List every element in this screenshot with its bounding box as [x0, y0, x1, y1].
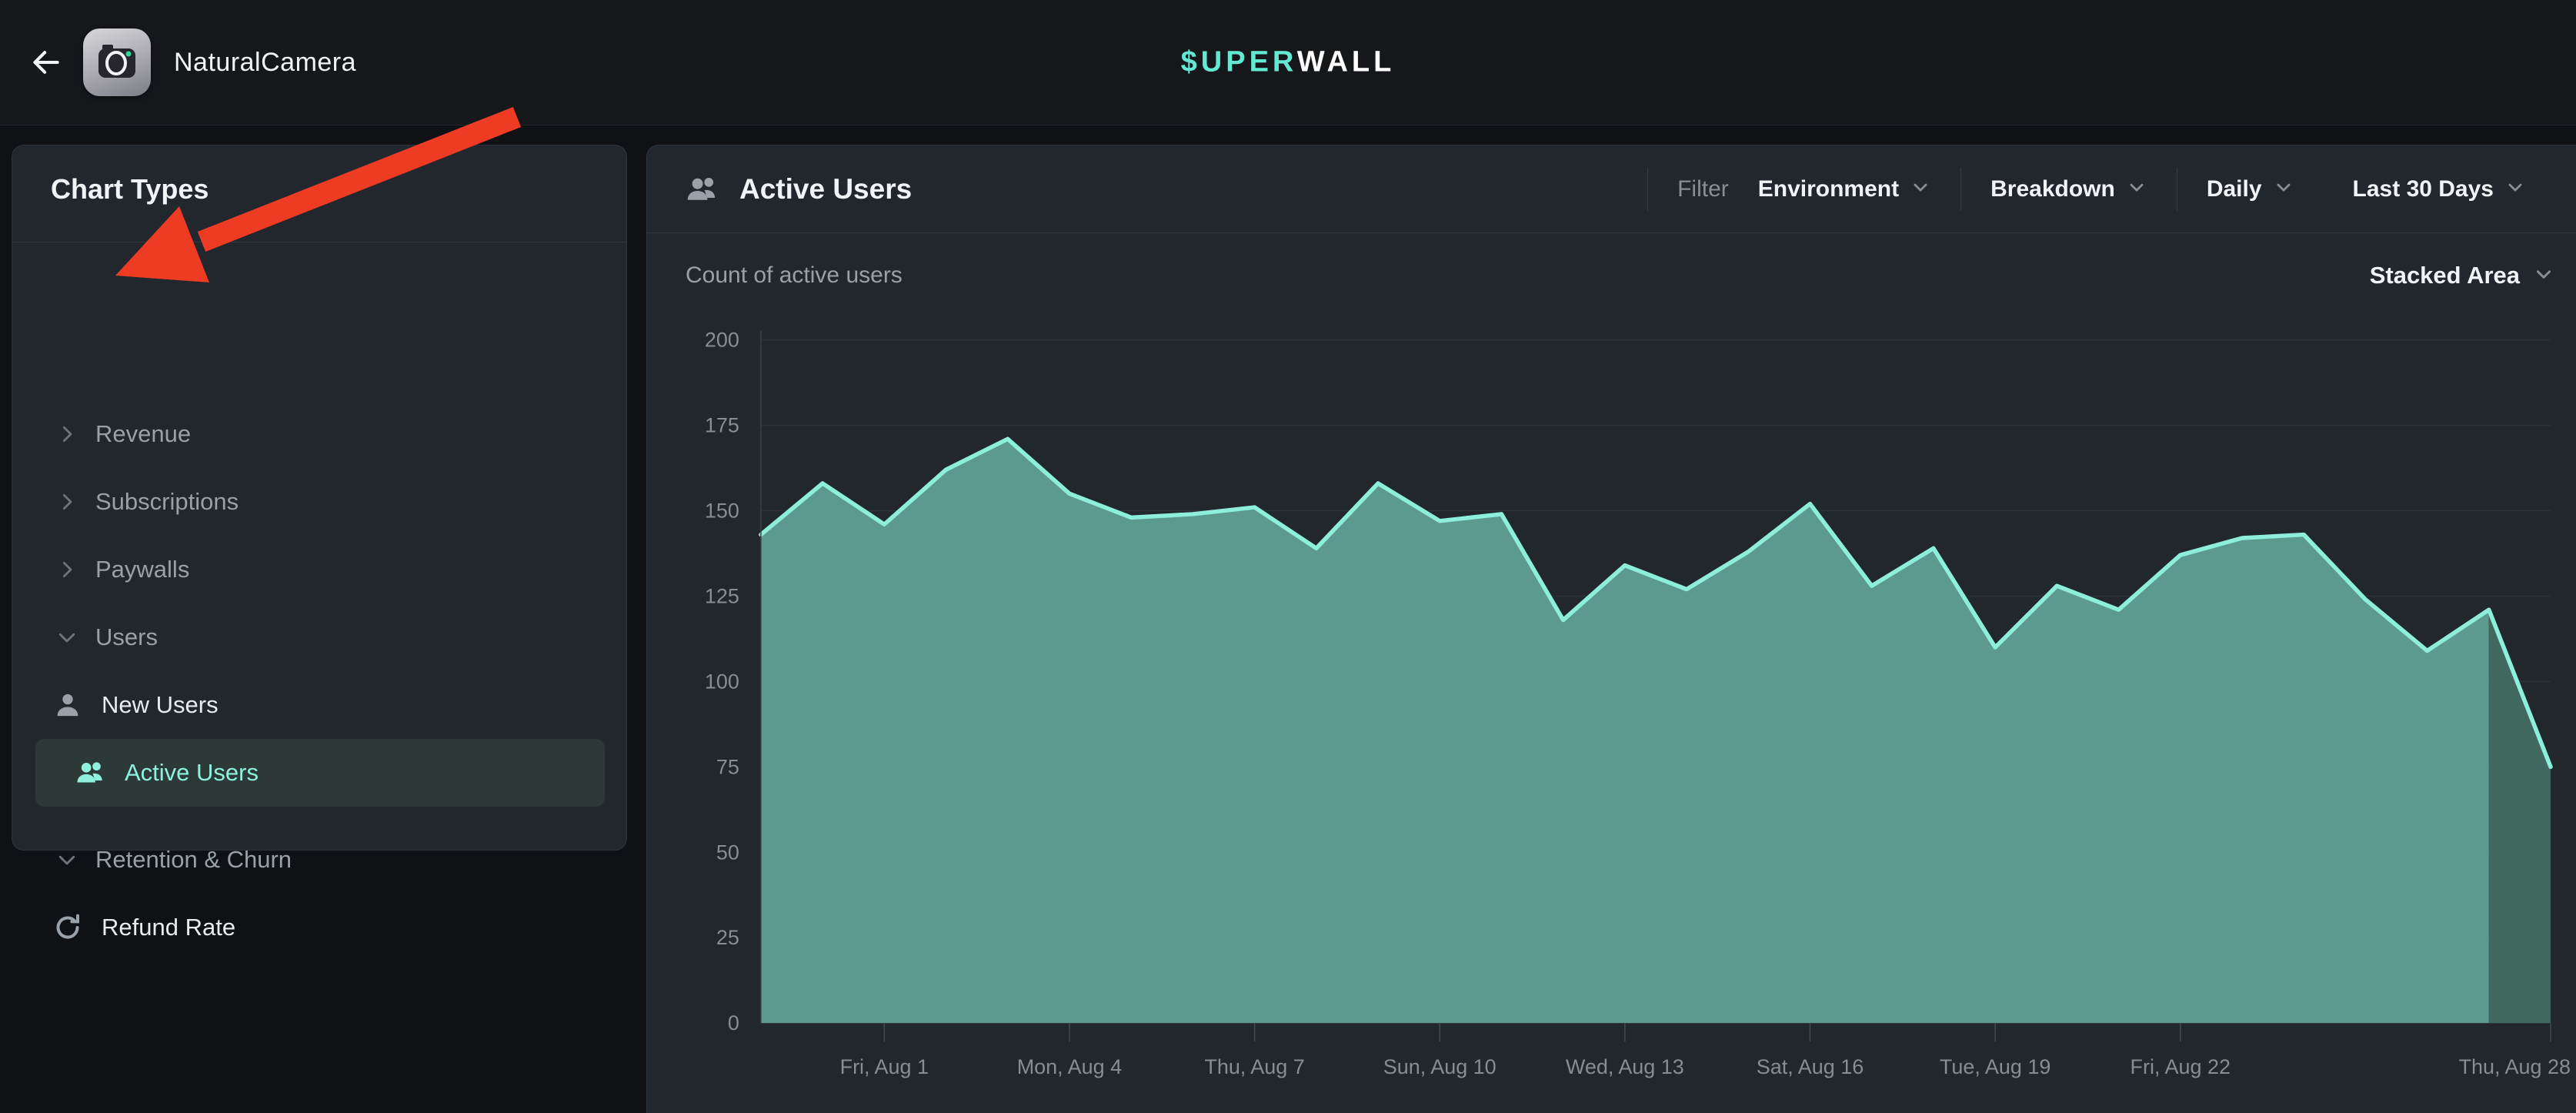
environment-dropdown[interactable]: Environment: [1729, 176, 1960, 202]
chart-panel-header: Active Users Filter Environment Breakdown D…: [647, 145, 2576, 233]
users-icon: [75, 757, 106, 788]
sidebar-item-label: Subscriptions: [95, 488, 239, 515]
svg-text:25: 25: [716, 926, 739, 949]
chevron-down-icon: [2504, 176, 2526, 202]
chevron-right-icon: [55, 558, 78, 581]
control-divider: [1960, 167, 1962, 211]
chevron-down-icon: [55, 626, 78, 649]
svg-text:Wed, Aug 13: Wed, Aug 13: [1566, 1055, 1684, 1078]
chevron-down-icon: [55, 848, 78, 871]
user-icon: [52, 690, 83, 720]
back-button[interactable]: [23, 39, 69, 85]
app-icon-camera: [83, 28, 151, 96]
refresh-icon: [52, 912, 83, 943]
sidebar-item-refund-rate[interactable]: Refund Rate: [12, 894, 626, 961]
camera-icon: [98, 45, 135, 78]
sidebar-item-subscriptions[interactable]: Subscriptions: [12, 468, 626, 536]
dropdown-value: Environment: [1757, 175, 1900, 202]
chart-title: Active Users: [739, 172, 913, 205]
chevron-down-icon: [2532, 262, 2555, 289]
chevron-right-icon: [55, 490, 78, 513]
filter-label: Filter: [1677, 175, 1729, 202]
svg-text:150: 150: [705, 499, 739, 522]
last-30-days-dropdown[interactable]: Last 30 Days: [2324, 176, 2555, 202]
sidebar-item-label: Users: [95, 623, 158, 650]
sidebar-item-new-users[interactable]: New Users: [12, 671, 626, 739]
sidebar-item-label: Refund Rate: [102, 914, 236, 941]
sidebar-item-users[interactable]: Users: [12, 603, 626, 671]
breakdown-dropdown[interactable]: Breakdown: [1961, 176, 2177, 202]
control-divider: [1647, 167, 1649, 211]
dropdown-value: Breakdown: [1990, 175, 2115, 202]
logo-teal-part: $UPER: [1180, 45, 1297, 79]
top-bar: NaturalCamera $UPERWALL: [0, 0, 2576, 125]
sidebar-item-label: Retention & Churn: [95, 846, 292, 873]
chevron-right-icon: [55, 423, 78, 446]
active-users-area-chart: 0 25 50 75 100 125 150 175 200 Fri, Aug 1 Mon, Aug…: [705, 329, 2571, 1078]
app-name: NaturalCamera: [174, 47, 357, 77]
dropdown-value: Daily: [2206, 175, 2262, 202]
svg-text:125: 125: [705, 584, 739, 607]
sidebar-item-label: Active Users: [125, 759, 259, 786]
svg-text:50: 50: [716, 841, 739, 864]
chart-type-dropdown[interactable]: Stacked Area: [2370, 262, 2555, 289]
svg-text:75: 75: [716, 755, 739, 778]
sidebar-item-label: Paywalls: [95, 556, 190, 583]
back-arrow-icon: [33, 51, 59, 74]
svg-text:Fri, Aug 22: Fri, Aug 22: [2131, 1055, 2231, 1078]
daily-dropdown[interactable]: Daily: [2177, 176, 2324, 202]
sidebar-item-paywalls[interactable]: Paywalls: [12, 536, 626, 603]
sidebar-item-retention-churn[interactable]: Retention & Churn: [12, 826, 626, 894]
chart-type-value: Stacked Area: [2369, 262, 2520, 289]
chart-panel: 0 25 50 75 100 125 150 175 200 Fri, Aug 1 Mon, Aug…: [646, 145, 2576, 1113]
chevron-down-icon: [2126, 176, 2147, 202]
sidebar-item-revenue[interactable]: Revenue: [12, 400, 626, 468]
chart-subheader: Count of active users Stacked Area: [647, 233, 2576, 318]
chart-subtitle: Count of active users: [686, 262, 903, 288]
svg-text:Thu, Aug 7: Thu, Aug 7: [1204, 1055, 1304, 1078]
svg-text:175: 175: [705, 414, 739, 437]
svg-text:Fri, Aug 1: Fri, Aug 1: [840, 1055, 929, 1078]
svg-text:Mon, Aug 4: Mon, Aug 4: [1017, 1055, 1122, 1078]
users-icon: [686, 172, 719, 206]
chart-controls: Filter Environment Breakdown Daily Last 30 D…: [1647, 167, 2555, 211]
chevron-down-icon: [1910, 176, 1931, 202]
svg-text:Thu, Aug 28: Thu, Aug 28: [2459, 1055, 2571, 1078]
dropdown-value: Last 30 Days: [2352, 175, 2494, 202]
svg-text:0: 0: [728, 1011, 739, 1034]
sidebar-item-active-users[interactable]: Active Users: [35, 739, 605, 807]
svg-text:Sat, Aug 16: Sat, Aug 16: [1757, 1055, 1864, 1078]
sidebar-item-label: Revenue: [95, 420, 192, 447]
sidebar-item-label: New Users: [102, 691, 219, 718]
svg-text:Tue, Aug 19: Tue, Aug 19: [1940, 1055, 2050, 1078]
svg-text:Sun, Aug 10: Sun, Aug 10: [1383, 1055, 1497, 1078]
chevron-down-icon: [2273, 176, 2294, 202]
svg-text:200: 200: [705, 329, 739, 352]
logo-white-part: WALL: [1296, 45, 1396, 79]
chart-types-sidebar: Chart Types Revenue Subscriptions Paywalls…: [12, 145, 627, 941]
superwall-logo: $UPERWALL: [1181, 46, 1396, 79]
sidebar-title: Chart Types: [51, 173, 209, 205]
svg-text:100: 100: [705, 670, 739, 693]
